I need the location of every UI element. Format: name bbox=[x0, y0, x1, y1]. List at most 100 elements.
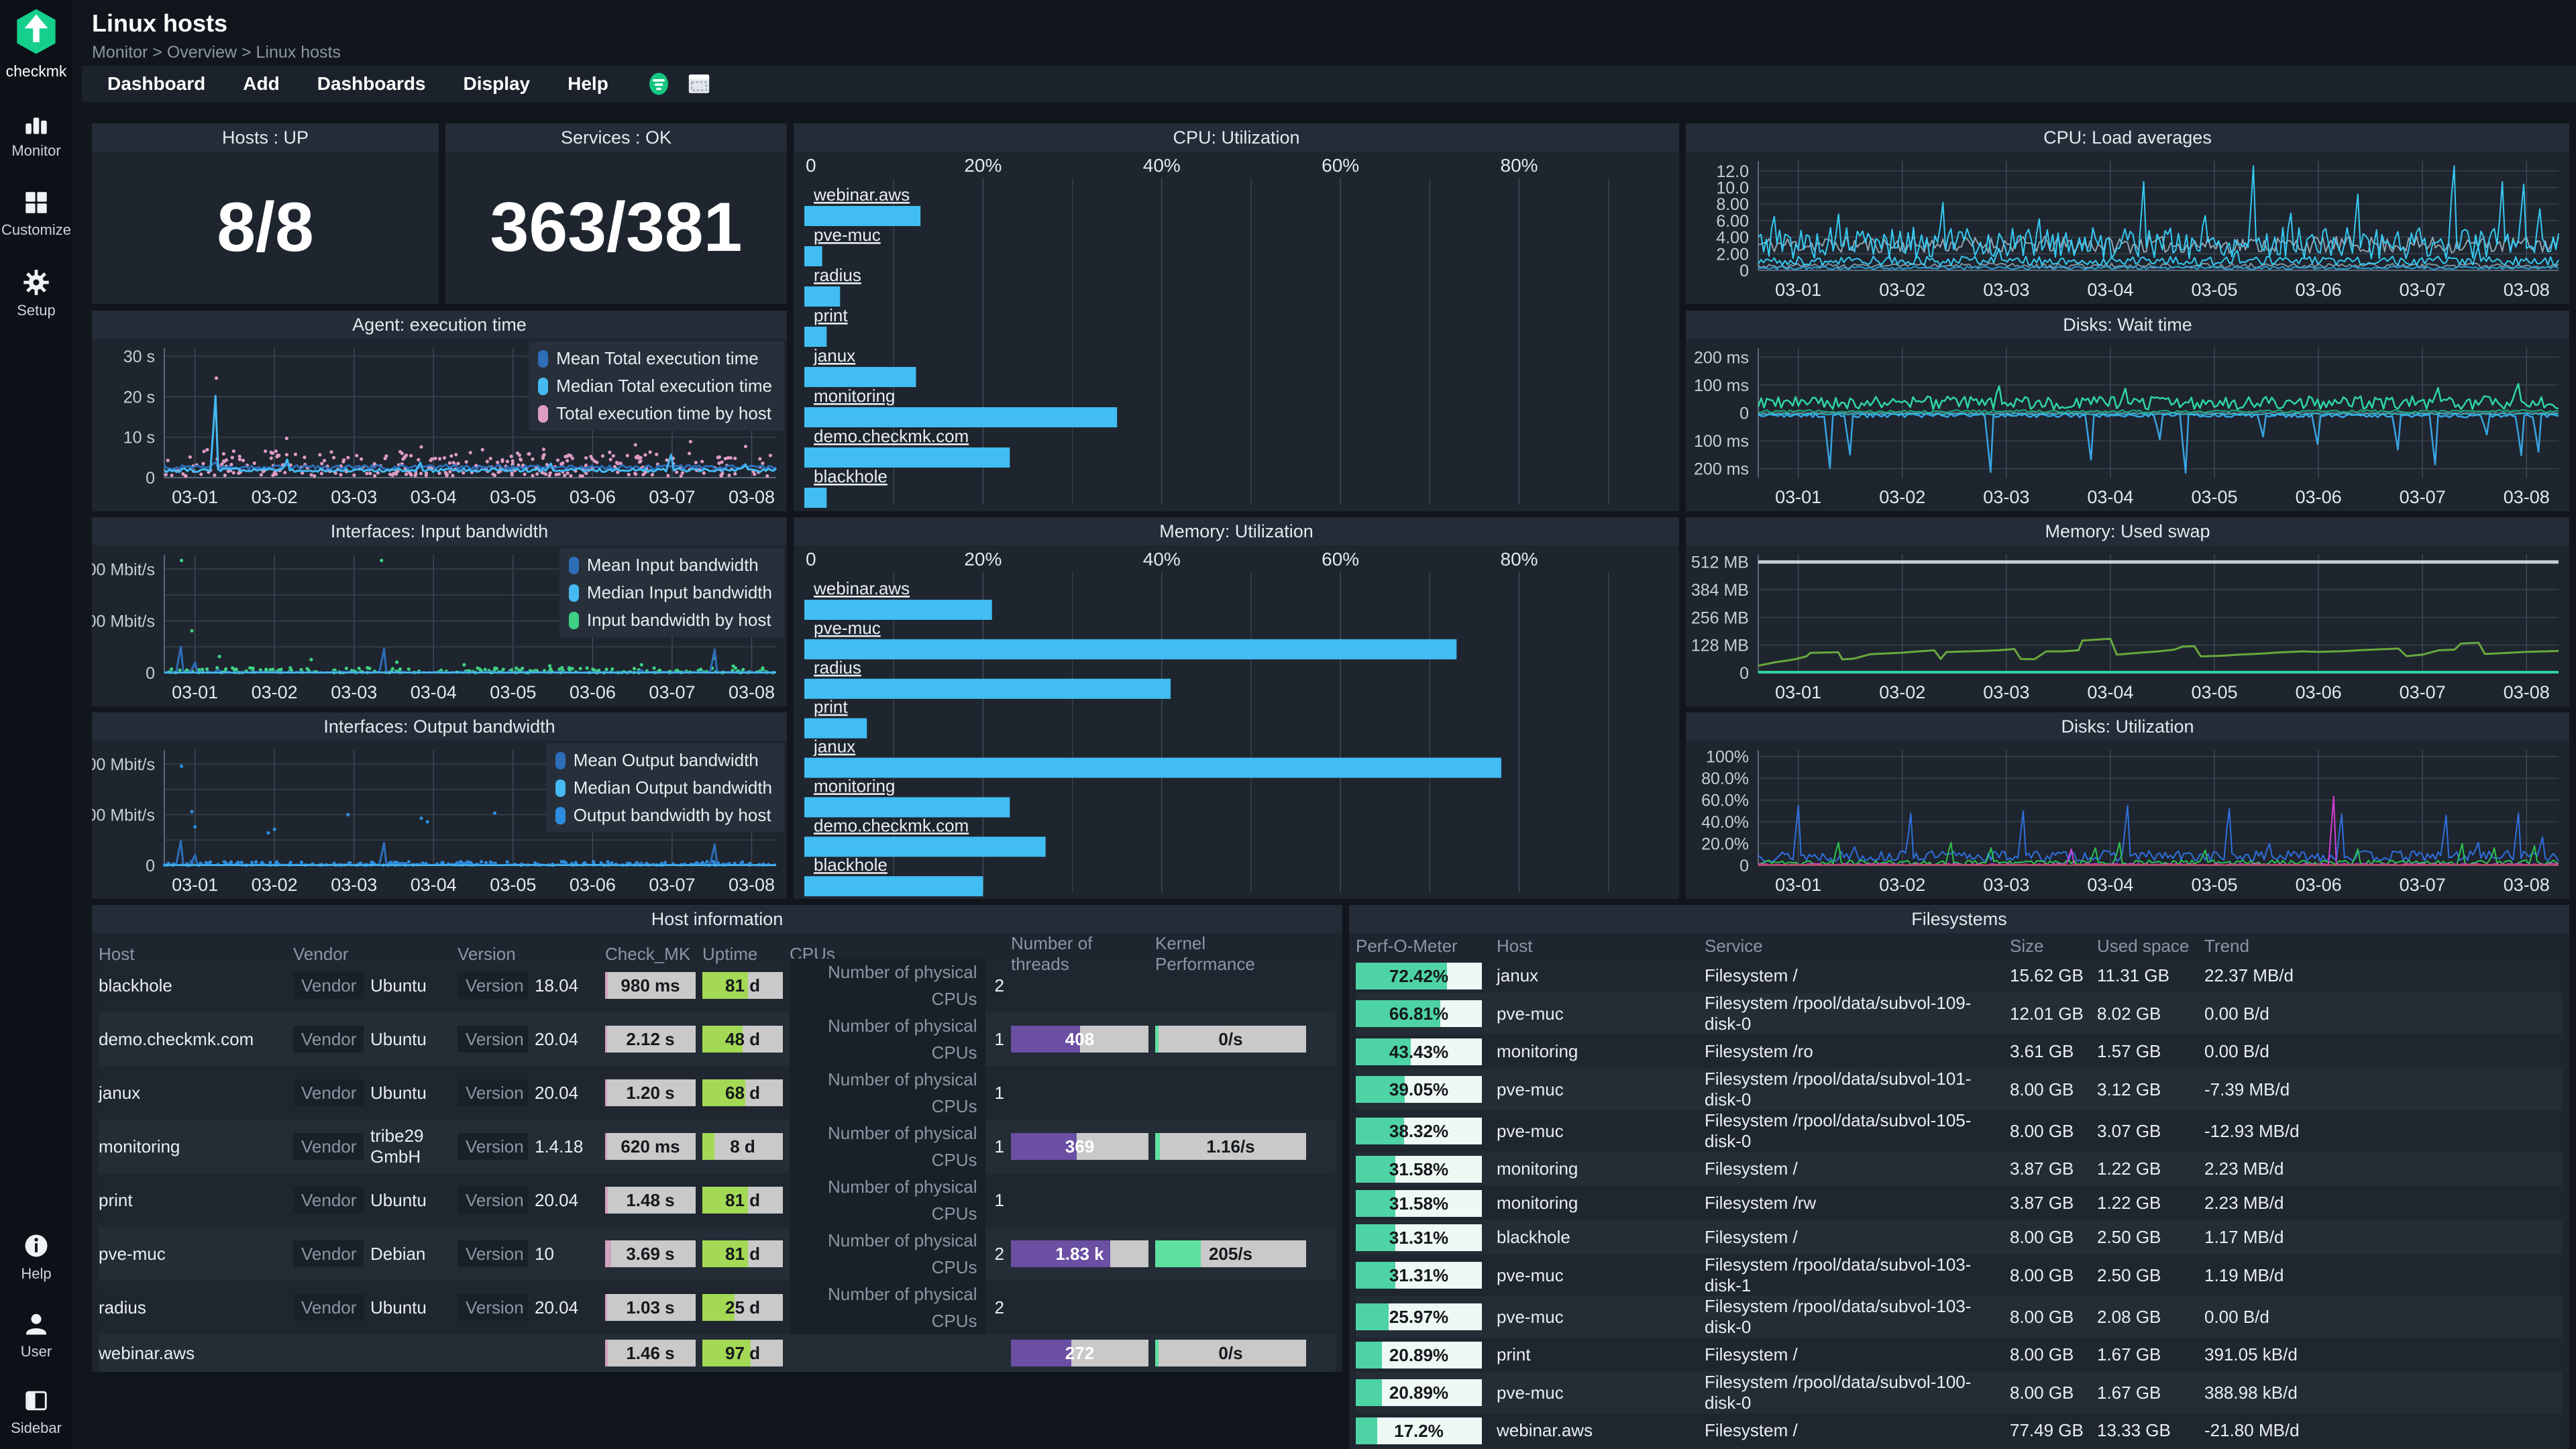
host-name[interactable]: pve-muc bbox=[1497, 1382, 1564, 1403]
vendor-value: Debian bbox=[370, 1243, 426, 1264]
svg-text:03-01: 03-01 bbox=[1775, 875, 1821, 895]
service-name[interactable]: Filesystem /rpool/data/subvol-105-disk-0 bbox=[1705, 1110, 1972, 1151]
host-name[interactable]: demo.checkmk.com bbox=[99, 1028, 254, 1049]
host-name[interactable]: webinar.aws bbox=[99, 1342, 195, 1363]
panel-title: Disks: Utilization bbox=[1686, 712, 2569, 741]
host-name[interactable]: monitoring bbox=[1497, 1159, 1578, 1179]
badge-fill bbox=[702, 972, 749, 999]
sidebar-item-setup[interactable]: Setup bbox=[17, 268, 56, 319]
host-name[interactable]: blackhole bbox=[99, 975, 172, 996]
table-row: webinar.aws 1.46 s 97 d 272 0/s bbox=[99, 1334, 1336, 1372]
sidebar-item-sidebar-toggle[interactable]: Sidebar bbox=[11, 1387, 62, 1437]
fs-perfometer-fill bbox=[1356, 962, 1448, 989]
svg-text:janux: janux bbox=[813, 737, 855, 757]
svg-text:20 s: 20 s bbox=[123, 388, 155, 407]
service-name[interactable]: Filesystem /rpool/data/subvol-101-disk-0 bbox=[1705, 1069, 1972, 1110]
host-name[interactable]: pve-muc bbox=[1497, 1306, 1564, 1327]
panel-disks-utilization: Disks: Utilization 03-01 03-02 03-03 03-04 0… bbox=[1686, 712, 2569, 899]
legend-item: Output bandwidth by host bbox=[555, 805, 772, 826]
service-name[interactable]: Filesystem / bbox=[1705, 1227, 1798, 1247]
kernel-perfometer: 1.16/s bbox=[1155, 1133, 1306, 1160]
host-name[interactable]: janux bbox=[1497, 965, 1539, 985]
svg-text:03-05: 03-05 bbox=[490, 682, 536, 702]
memory-used-swap-chart: 03-01 03-02 03-03 03-04 03-05 03-06 03-07 03-08… bbox=[1686, 545, 2569, 706]
host-name[interactable]: print bbox=[1497, 1344, 1531, 1364]
menu-item-dashboards[interactable]: Dashboards bbox=[317, 73, 426, 94]
svg-text:03-03: 03-03 bbox=[331, 875, 377, 895]
svg-text:60.0%: 60.0% bbox=[1701, 792, 1749, 810]
badge-label: 2.12 s bbox=[626, 1029, 675, 1049]
services-ok-value[interactable]: 363/381 bbox=[490, 189, 743, 266]
host-name[interactable]: monitoring bbox=[99, 1136, 180, 1157]
trend-value: 388.98 kB/d bbox=[2204, 1382, 2298, 1403]
menu-item-add[interactable]: Add bbox=[243, 73, 280, 94]
svg-text:03-02: 03-02 bbox=[252, 875, 298, 895]
column-header: Check_MK bbox=[605, 943, 691, 964]
cpus-value: 2 bbox=[994, 1243, 1004, 1264]
checkmk-perfometer: 1.48 s bbox=[605, 1187, 696, 1214]
panel-hosts-up: Hosts : UP 8/8 bbox=[92, 123, 439, 304]
host-name[interactable]: pve-muc bbox=[1497, 1003, 1564, 1024]
threads-perfometer: 369 bbox=[1011, 1133, 1148, 1160]
service-name[interactable]: Filesystem / bbox=[1705, 1420, 1798, 1440]
kernel-cell: 205/s bbox=[1155, 1240, 1306, 1267]
badge-fill bbox=[605, 1294, 607, 1321]
badge-fill bbox=[702, 1187, 749, 1214]
host-name[interactable]: blackhole bbox=[1497, 1227, 1570, 1247]
service-name[interactable]: Filesystem /rw bbox=[1705, 1193, 1817, 1213]
host-name[interactable]: monitoring bbox=[1497, 1041, 1578, 1061]
fs-perfometer-label: 25.97% bbox=[1389, 1307, 1449, 1327]
badge-label: 3.69 s bbox=[626, 1244, 675, 1264]
host-name[interactable]: monitoring bbox=[1497, 1193, 1578, 1213]
host-name[interactable]: webinar.aws bbox=[1497, 1420, 1593, 1440]
cpus-cell: Number of physical CPUs 1 bbox=[790, 1012, 1004, 1066]
svg-text:radius: radius bbox=[814, 265, 861, 285]
host-name[interactable]: pve-muc bbox=[99, 1243, 166, 1264]
service-name[interactable]: Filesystem /ro bbox=[1705, 1041, 1813, 1061]
service-name[interactable]: Filesystem / bbox=[1705, 965, 1798, 985]
uptime-cell: 48 d bbox=[702, 1026, 783, 1053]
svg-text:03-01: 03-01 bbox=[172, 875, 218, 895]
badge-label: 8 d bbox=[730, 1136, 755, 1157]
host-name[interactable]: print bbox=[99, 1189, 133, 1210]
menu-item-help[interactable]: Help bbox=[568, 73, 608, 94]
table-row: 17.2% webinar.aws Filesystem / 77.49 GB 13.3… bbox=[1356, 1413, 2563, 1448]
service-name[interactable]: Filesystem /rpool/data/subvol-109-disk-0 bbox=[1705, 993, 1972, 1034]
filter-icon[interactable] bbox=[646, 71, 672, 97]
checkmk-cell: 620 ms bbox=[605, 1133, 696, 1160]
panel-services-ok: Services : OK 363/381 bbox=[445, 123, 787, 304]
fs-perfometer: 31.31% bbox=[1356, 1262, 1482, 1289]
titlebar: Linux hosts Monitor > Overview > Linux h… bbox=[92, 9, 341, 62]
legend-swatch bbox=[568, 611, 579, 629]
uptime-cell: 81 d bbox=[702, 1240, 783, 1267]
sidebar-item-customize[interactable]: Customize bbox=[1, 189, 71, 239]
menu-item-dashboard[interactable]: Dashboard bbox=[107, 73, 206, 94]
svg-text:03-02: 03-02 bbox=[252, 682, 298, 702]
sidebar-item-help[interactable]: Help bbox=[21, 1232, 52, 1283]
host-name[interactable]: janux bbox=[99, 1082, 141, 1103]
sidebar-item-user[interactable]: User bbox=[21, 1309, 52, 1360]
perfometer-cell: 20.89% bbox=[1356, 1379, 1490, 1406]
panel-title: Interfaces: Output bandwidth bbox=[92, 712, 787, 741]
host-name[interactable]: pve-muc bbox=[1497, 1265, 1564, 1285]
svg-text:0: 0 bbox=[1739, 664, 1749, 683]
svg-text:03-04: 03-04 bbox=[2087, 875, 2133, 895]
service-name[interactable]: Filesystem / bbox=[1705, 1159, 1798, 1179]
svg-text:03-06: 03-06 bbox=[2296, 875, 2342, 895]
breadcrumb[interactable]: Monitor > Overview > Linux hosts bbox=[92, 43, 341, 62]
hosts-up-value[interactable]: 8/8 bbox=[217, 189, 314, 266]
service-name[interactable]: Filesystem / bbox=[1705, 1344, 1798, 1364]
service-name[interactable]: Filesystem /rpool/data/subvol-100-disk-0 bbox=[1705, 1372, 1972, 1413]
svg-text:200 ms: 200 ms bbox=[1694, 348, 1749, 367]
table-row: 39.05% pve-muc Filesystem /rpool/data/subv… bbox=[1356, 1069, 2563, 1110]
sidebar-item-monitor[interactable]: Monitor bbox=[11, 110, 61, 160]
layout-window-icon[interactable] bbox=[686, 71, 712, 97]
service-name[interactable]: Filesystem /rpool/data/subvol-103-disk-0 bbox=[1705, 1296, 1972, 1337]
service-name[interactable]: Filesystem /rpool/data/subvol-103-disk-1 bbox=[1705, 1254, 1972, 1295]
host-name[interactable]: pve-muc bbox=[1497, 1120, 1564, 1141]
host-name[interactable]: pve-muc bbox=[1497, 1079, 1564, 1099]
host-name[interactable]: radius bbox=[99, 1297, 146, 1318]
menu-item-display[interactable]: Display bbox=[463, 73, 531, 94]
checkmk-logo[interactable]: checkmk bbox=[6, 8, 66, 80]
cpus-label: Number of physical CPUs bbox=[790, 959, 985, 1012]
